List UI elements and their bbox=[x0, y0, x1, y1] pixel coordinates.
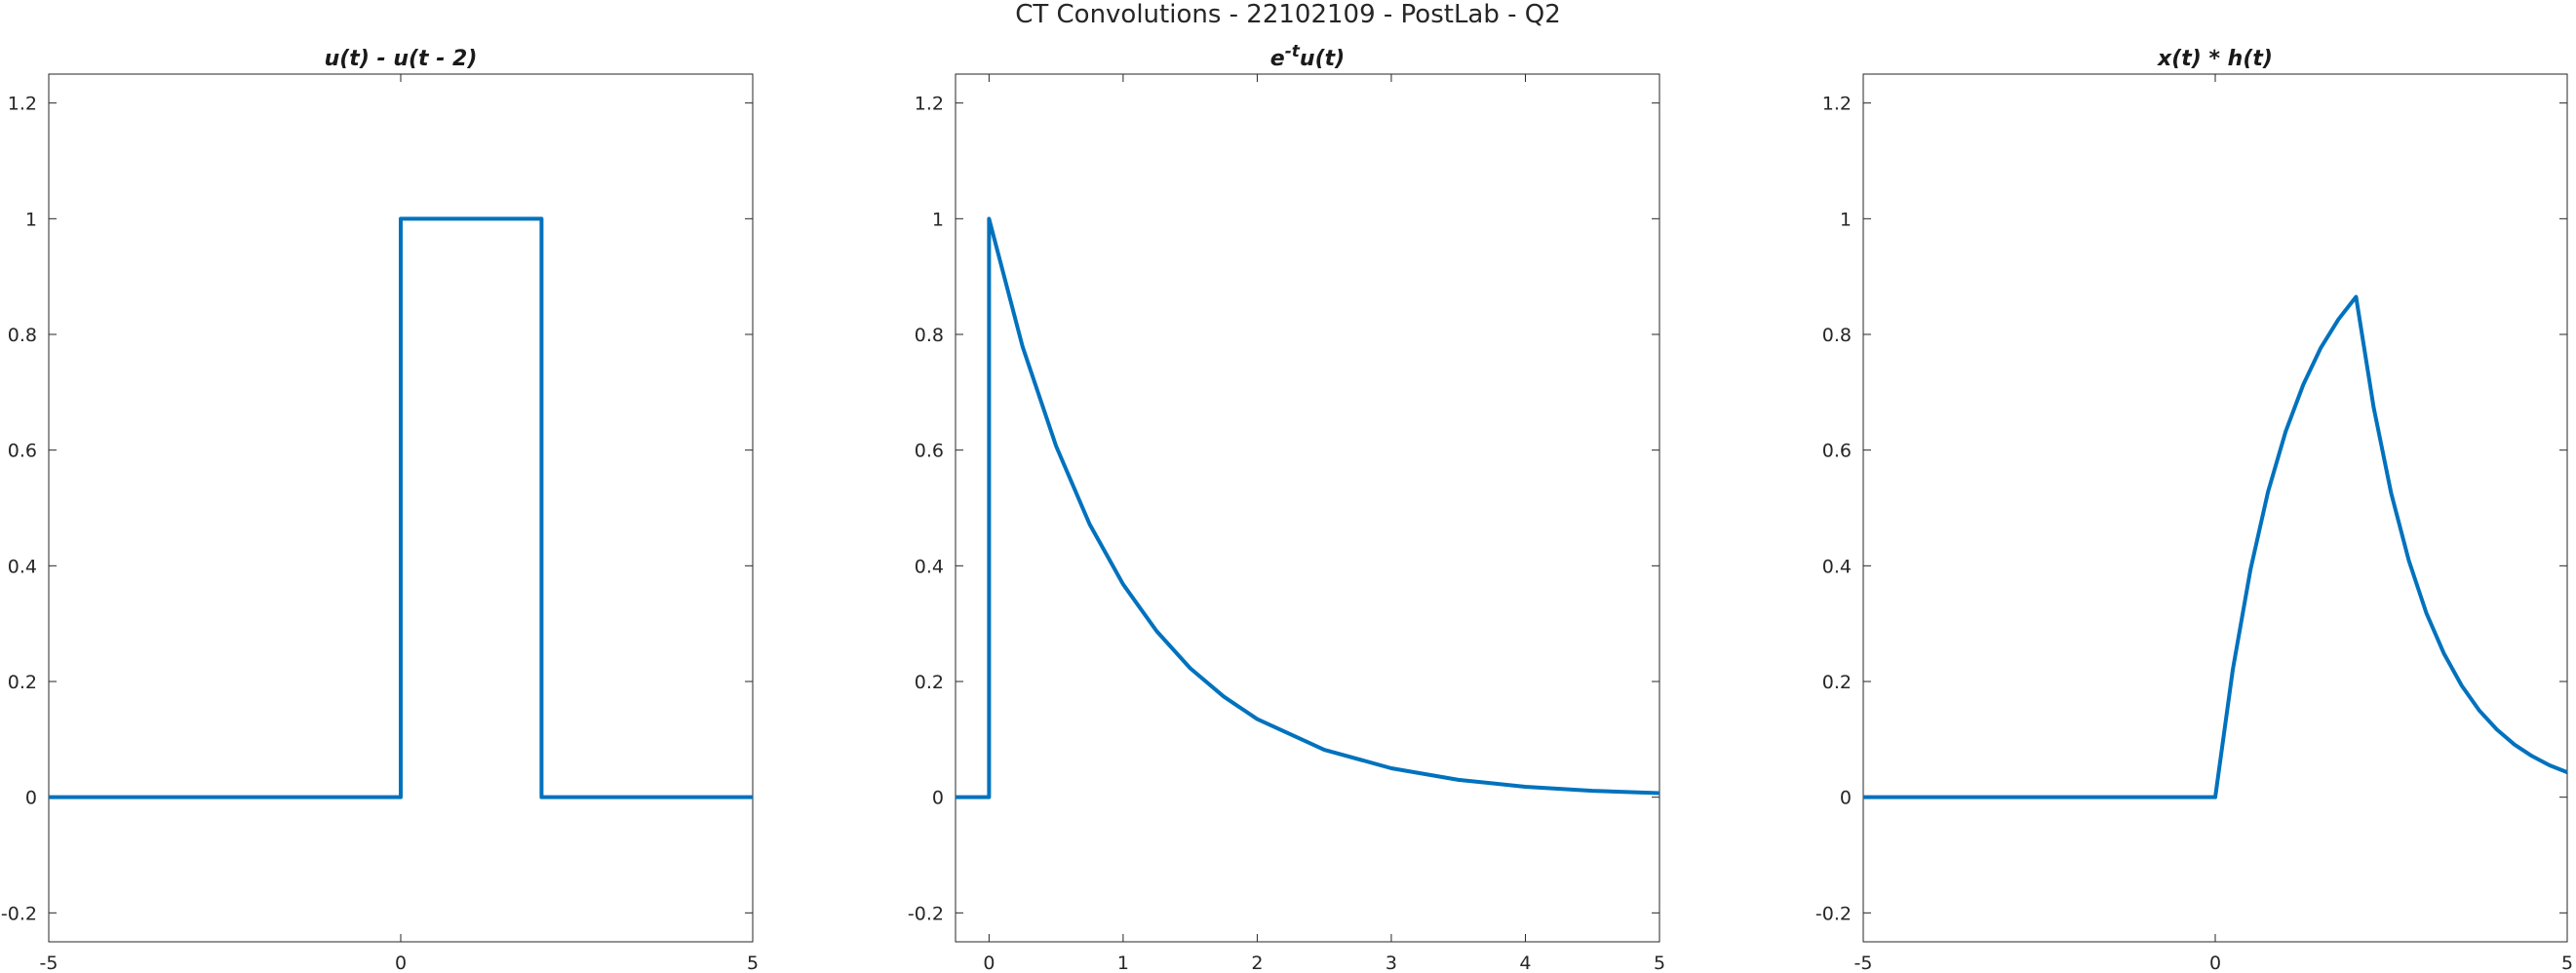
y-tick-label: 0.8 bbox=[915, 325, 944, 346]
subplot-title: e-tu(t) bbox=[1270, 42, 1345, 71]
y-tick-label: 1.2 bbox=[915, 94, 944, 115]
subplot-title: x(t) * h(t) bbox=[2157, 47, 2273, 71]
y-tick-label: 0.2 bbox=[8, 672, 37, 693]
y-tick-label: 0.4 bbox=[8, 556, 37, 577]
y-tick-label: -0.2 bbox=[1, 903, 37, 924]
y-tick-label: 0.4 bbox=[1822, 556, 1852, 577]
subplot-exp-decay: -0.2 0 0.2 0.4 0.6 0.8 1 1.2 0 1 2 3 4 5 e-tu(t) bbox=[908, 42, 1665, 973]
y-tick-label: 0 bbox=[932, 788, 944, 809]
x-tick-label: 0 bbox=[2209, 953, 2221, 973]
x-tick-label: 4 bbox=[1519, 953, 1531, 973]
axes-frame bbox=[1862, 73, 2568, 943]
series-line bbox=[1863, 294, 2568, 799]
y-tick-label: -0.2 bbox=[1815, 903, 1852, 924]
y-tick-label: 0.4 bbox=[915, 556, 944, 577]
series-line bbox=[49, 216, 753, 799]
x-tick-label: -5 bbox=[1854, 953, 1873, 973]
x-tick-label: 5 bbox=[1654, 953, 1665, 973]
y-tick-label: 0.6 bbox=[1822, 441, 1852, 462]
figure-title: CT Convolutions - 22102109 - PostLab - Q… bbox=[1015, 0, 1561, 29]
x-tick-label: -5 bbox=[40, 953, 59, 973]
y-tick-label: 1 bbox=[932, 209, 944, 230]
y-tick-label: 0 bbox=[1840, 788, 1852, 809]
y-tick-label: 0 bbox=[25, 788, 37, 809]
subplot-rect-pulse: -0.2 0 0.2 0.4 0.6 0.8 1 1.2 -5 0 5 u(t) - u(t - 2) bbox=[1, 47, 759, 973]
y-tick-label: 0.2 bbox=[915, 672, 944, 693]
series-line bbox=[956, 216, 1660, 799]
x-tick-label: 1 bbox=[1117, 953, 1129, 973]
subplot-convolution: -0.2 0 0.2 0.4 0.6 0.8 1 1.2 -5 0 5 x(t) * h(t) bbox=[1815, 47, 2573, 973]
x-tick-label: 0 bbox=[983, 953, 995, 973]
y-tick-label: 1.2 bbox=[8, 94, 37, 115]
subplot-title: u(t) - u(t - 2) bbox=[325, 47, 478, 71]
y-tick-label: -0.2 bbox=[908, 903, 944, 924]
x-tick-label: 0 bbox=[395, 953, 407, 973]
y-tick-label: 0.2 bbox=[1822, 672, 1852, 693]
y-tick-label: 0.8 bbox=[8, 325, 37, 346]
y-tick-label: 1 bbox=[25, 209, 37, 230]
y-tick-label: 1.2 bbox=[1822, 94, 1852, 115]
x-tick-label: 5 bbox=[2561, 953, 2573, 973]
axes-frame bbox=[955, 73, 1660, 943]
y-tick-label: 0.8 bbox=[1822, 325, 1852, 346]
y-tick-label: 0.6 bbox=[915, 441, 944, 462]
y-tick-label: 0.6 bbox=[8, 441, 37, 462]
x-tick-label: 5 bbox=[747, 953, 759, 973]
x-tick-label: 2 bbox=[1251, 953, 1263, 973]
y-tick-label: 1 bbox=[1840, 209, 1852, 230]
x-tick-label: 3 bbox=[1386, 953, 1397, 973]
